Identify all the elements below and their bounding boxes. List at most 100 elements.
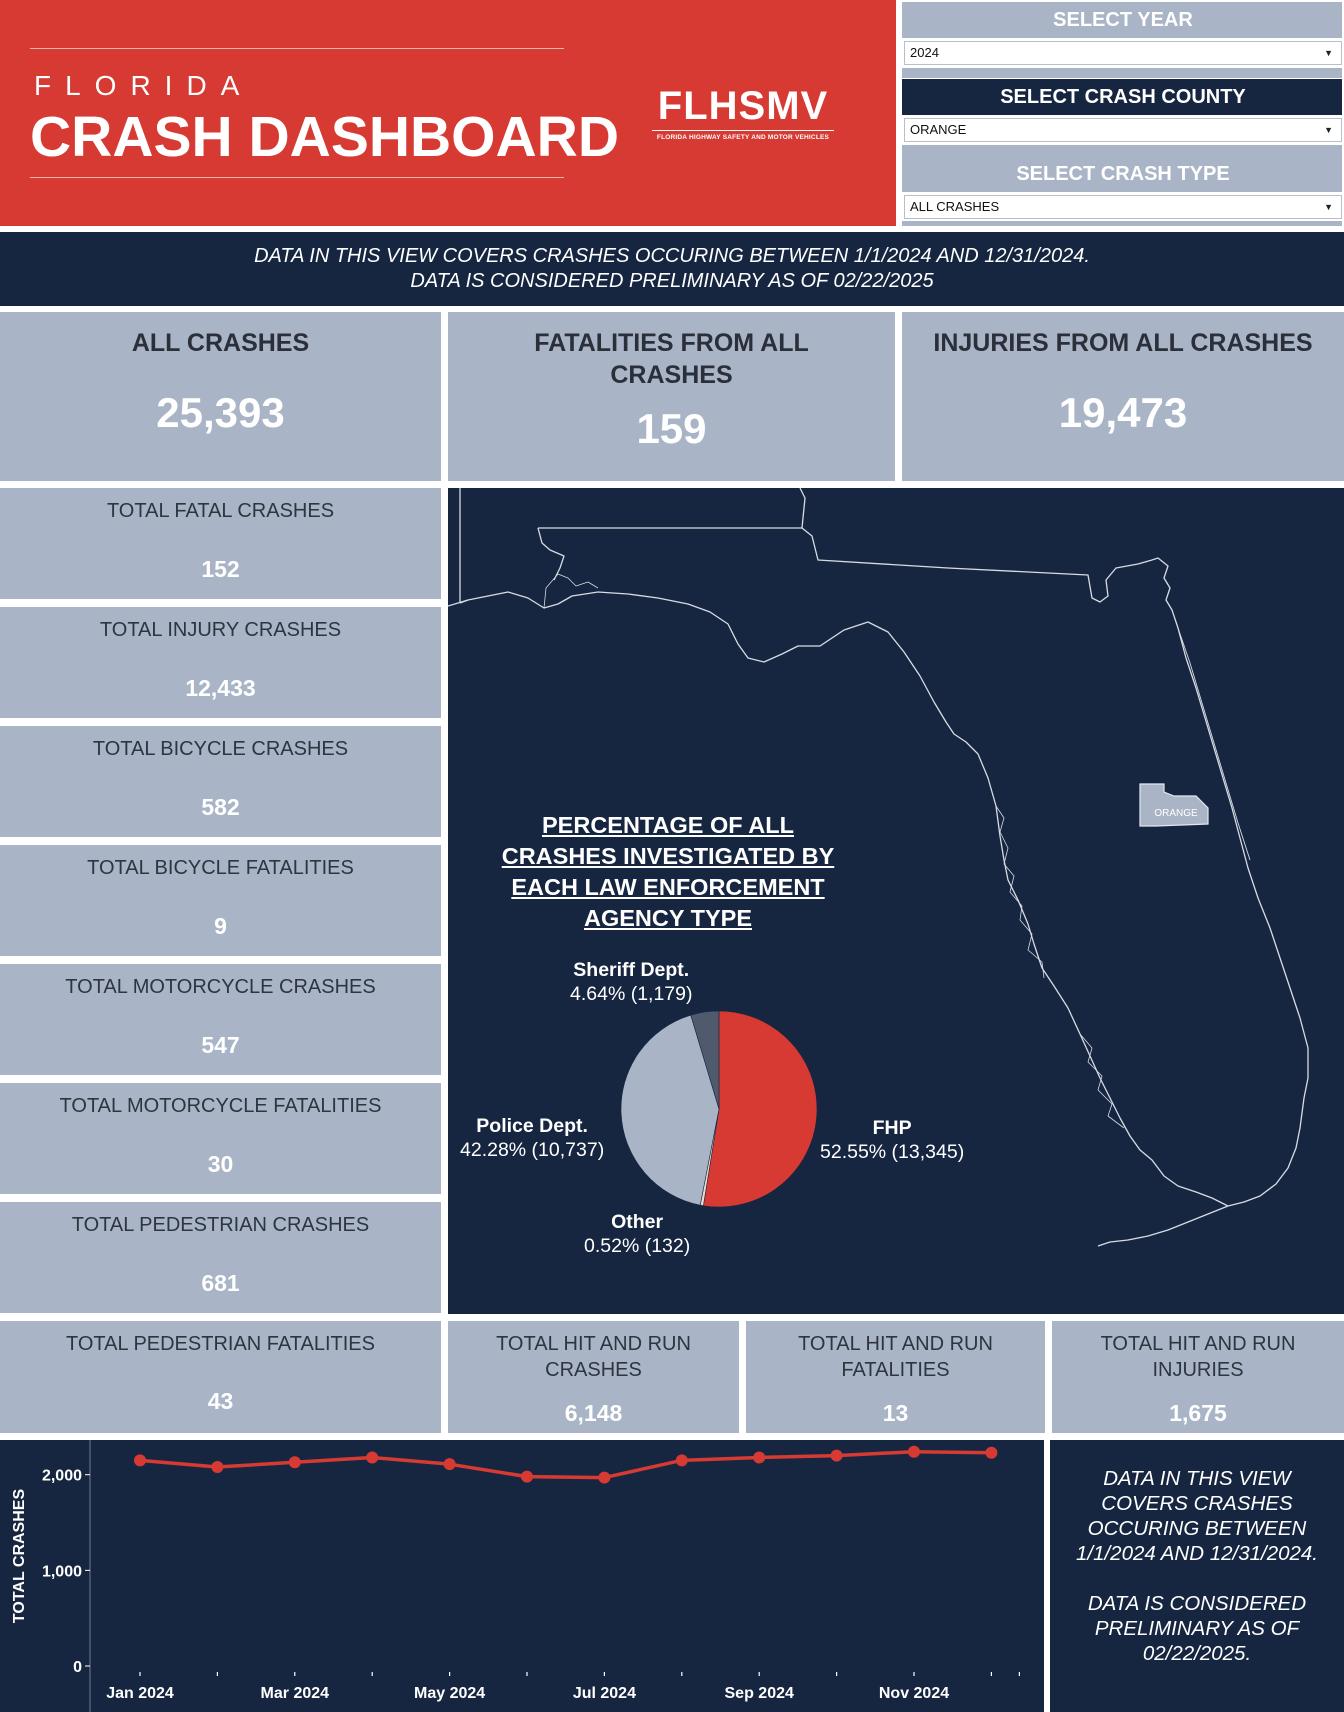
- county-select[interactable]: ORANGE ▼: [904, 118, 1342, 142]
- pie-label-value: 0.52% (132): [584, 1235, 691, 1257]
- kpi-value: 19,473: [1058, 389, 1188, 436]
- pie-label-name: FHP: [872, 1117, 912, 1139]
- barrier-islands: [1177, 627, 1251, 861]
- y-axis-label: TOTAL CRASHES: [11, 1489, 28, 1624]
- pie-label-name: Sheriff Dept.: [573, 959, 690, 981]
- kpi-fatalities[interactable]: FATALITIES FROM ALL CRASHES 159: [448, 312, 895, 481]
- kpi-value: 159: [636, 405, 707, 452]
- banner-line-1: DATA IN THIS VIEW COVERS CRASHES OCCURIN…: [254, 245, 1090, 267]
- stat-hit-and-run-injuries[interactable]: TOTAL HIT AND RUN INJURIES 1,675: [1052, 1321, 1344, 1433]
- logo-tagline: FLORIDA HIGHWAY SAFETY AND MOTOR VEHICLE…: [652, 130, 834, 141]
- stat-value: 13: [882, 1400, 909, 1426]
- florida-map-panel[interactable]: ORANGE PERCENTAGE OF ALL CRASHES INVESTI…: [448, 488, 1344, 1314]
- kpi-all-crashes[interactable]: ALL CRASHES 25,393: [0, 312, 441, 481]
- header-subtitle: FLORIDA: [34, 70, 254, 101]
- filter-spacer: [902, 221, 1342, 226]
- state-border-ga: [801, 527, 1153, 603]
- data-point-jul-2024[interactable]: [598, 1471, 611, 1484]
- big-bend-detail: [995, 805, 1045, 979]
- data-point-mar-2024[interactable]: [288, 1456, 301, 1469]
- year-select[interactable]: 2024 ▼: [904, 41, 1342, 65]
- x-tick-label: Sep 2024: [725, 1685, 794, 1702]
- y-tick-label: 1,000: [42, 1563, 82, 1580]
- state-border-al-south: [537, 527, 565, 581]
- flhsmv-logo: FLHSMV FLORIDA HIGHWAY SAFETY AND MOTOR …: [652, 84, 834, 148]
- data-point-nov-2024[interactable]: [908, 1445, 920, 1458]
- stat-motorcycle-fatalities[interactable]: TOTAL MOTORCYCLE FATALITIES 30: [0, 1083, 441, 1194]
- year-select-value: 2024: [910, 45, 939, 60]
- y-tick-label: 0: [73, 1659, 82, 1676]
- data-point-apr-2024[interactable]: [366, 1451, 379, 1464]
- data-point-jun-2024[interactable]: [521, 1470, 533, 1483]
- chevron-down-icon[interactable]: ▼: [1324, 48, 1333, 58]
- state-border: [459, 488, 469, 604]
- banner-line-2: DATA IS CONSIDERED PRELIMINARY AS OF 02/…: [410, 270, 934, 292]
- stat-fatal-crashes[interactable]: TOTAL FATAL CRASHES 152: [0, 488, 441, 599]
- pie-label-fhp: FHP 52.55% (13,345): [820, 1116, 964, 1164]
- kpi-injuries[interactable]: INJURIES FROM ALL CRASHES 19,473: [902, 312, 1344, 481]
- data-note-panel: DATA IN THIS VIEW COVERS CRASHES OCCURIN…: [1050, 1440, 1344, 1712]
- filter-spacer: [902, 145, 1342, 156]
- stat-hit-and-run-fatalities[interactable]: TOTAL HIT AND RUN FATALITIES 13: [746, 1321, 1045, 1433]
- data-point-may-2024[interactable]: [443, 1458, 456, 1471]
- stat-hit-and-run-crashes[interactable]: TOTAL HIT AND RUN CRASHES 6,148: [448, 1321, 739, 1433]
- logo-wordmark: FLHSMV: [657, 84, 829, 128]
- stat-label: TOTAL INJURY CRASHES: [99, 619, 342, 641]
- stat-value: 43: [207, 1388, 234, 1414]
- pie-label-name: Police Dept.: [476, 1115, 588, 1137]
- kpi-label: FATALITIES FROM ALL CRASHES: [534, 329, 809, 389]
- county-filter-label: SELECT CRASH COUNTY: [1000, 86, 1246, 108]
- stat-label: TOTAL HIT AND RUN INJURIES: [1100, 1333, 1296, 1381]
- stat-pedestrian-crashes[interactable]: TOTAL PEDESTRIAN CRASHES 681: [0, 1202, 441, 1313]
- stat-label: TOTAL PEDESTRIAN FATALITIES: [66, 1333, 375, 1355]
- x-tick-label: Jul 2024: [573, 1685, 636, 1702]
- county-filter-header: [902, 79, 1342, 115]
- y-tick-label: 2,000: [42, 1468, 82, 1485]
- note-line-1: DATA IN THIS VIEW COVERS CRASHES OCCURIN…: [1075, 1467, 1318, 1565]
- stat-bicycle-fatalities[interactable]: TOTAL BICYCLE FATALITIES 9: [0, 845, 441, 956]
- pie-label-value: 42.28% (10,737): [460, 1139, 605, 1161]
- page-title: CRASH DASHBOARD: [30, 105, 620, 169]
- stat-value: 152: [201, 556, 240, 582]
- florida-map: ORANGE: [448, 488, 1309, 1247]
- chevron-down-icon[interactable]: ▼: [1324, 125, 1333, 135]
- kpi-value: 25,393: [156, 389, 285, 436]
- stat-label: TOTAL FATAL CRASHES: [106, 500, 335, 522]
- southwest-coast-detail: [1079, 1033, 1125, 1129]
- stat-injury-crashes[interactable]: TOTAL INJURY CRASHES 12,433: [0, 607, 441, 718]
- stat-motorcycle-crashes[interactable]: TOTAL MOTORCYCLE CRASHES 547: [0, 964, 441, 1075]
- stat-value: 30: [207, 1151, 234, 1177]
- chevron-down-icon[interactable]: ▼: [1324, 202, 1333, 212]
- data-point-sep-2024[interactable]: [753, 1451, 766, 1464]
- pie-label-value: 52.55% (13,345): [820, 1141, 965, 1163]
- pie-label-sheriff: Sheriff Dept. 4.64% (1,179): [570, 958, 693, 1006]
- orange-county-label[interactable]: ORANGE: [1154, 808, 1198, 819]
- crash-type-select[interactable]: ALL CRASHES ▼: [904, 195, 1342, 219]
- stat-bicycle-crashes[interactable]: TOTAL BICYCLE CRASHES 582: [0, 726, 441, 837]
- stat-value: 9: [214, 913, 227, 939]
- gulf-coastline: [448, 591, 1229, 1207]
- data-point-feb-2024[interactable]: [211, 1461, 224, 1474]
- data-point-oct-2024[interactable]: [830, 1449, 843, 1462]
- stat-pedestrian-fatalities[interactable]: TOTAL PEDESTRIAN FATALITIES 43: [0, 1321, 441, 1433]
- date-range-banner: DATA IN THIS VIEW COVERS CRASHES OCCURIN…: [0, 232, 1344, 306]
- header-rule-top: [30, 48, 564, 49]
- header-rule-bottom: [30, 177, 564, 178]
- monthly-crash-line-chart: TOTAL CRASHES 0 1,000 2,000 Jan 2024 Mar 2024…: [11, 1440, 1021, 1712]
- filter-spacer: [902, 68, 1342, 78]
- monthly-crash-trend-panel[interactable]: TOTAL CRASHES 0 1,000 2,000 Jan 2024 Mar 2024…: [0, 1440, 1044, 1712]
- data-point-dec-2024[interactable]: [985, 1446, 998, 1459]
- stat-value: 547: [201, 1032, 240, 1058]
- kpi-label: ALL CRASHES: [131, 329, 310, 357]
- data-point-jan-2024[interactable]: [134, 1454, 146, 1467]
- stat-label: TOTAL HIT AND RUN FATALITIES: [798, 1333, 993, 1381]
- pie-label-name: Other: [611, 1211, 664, 1233]
- stat-label: TOTAL MOTORCYCLE FATALITIES: [59, 1095, 382, 1117]
- crash-type-select-value: ALL CRASHES: [910, 199, 1000, 214]
- kpi-label: INJURIES FROM ALL CRASHES: [933, 329, 1313, 357]
- stat-value: 681: [201, 1270, 240, 1296]
- data-point-aug-2024[interactable]: [675, 1454, 688, 1467]
- stat-label: TOTAL BICYCLE CRASHES: [92, 738, 349, 760]
- stat-value: 6,148: [564, 1400, 623, 1426]
- county-select-value: ORANGE: [910, 122, 967, 137]
